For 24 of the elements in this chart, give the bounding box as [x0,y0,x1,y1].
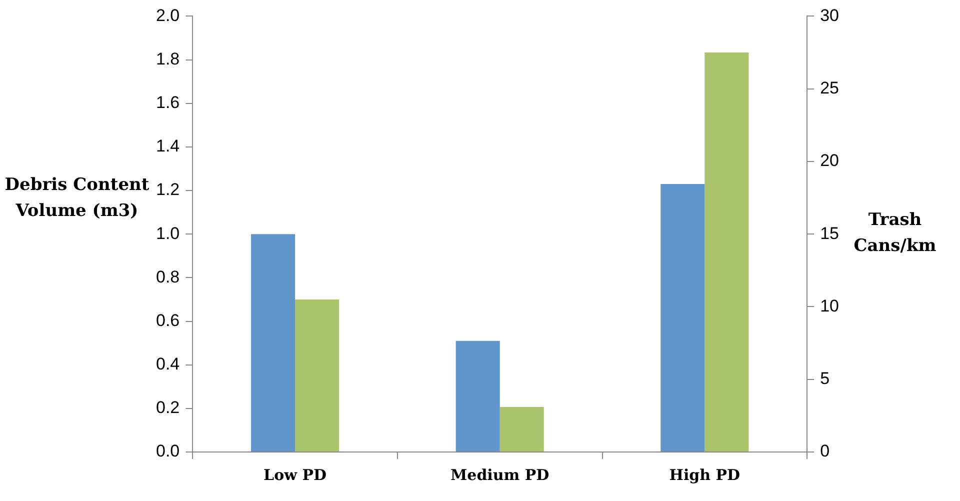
y-tick-label: 0.6 [156,310,180,330]
y-tick-label: 2.0 [156,6,180,25]
y2-tick-label: 25 [820,78,840,98]
y-tick-label: 1.6 [156,93,180,112]
y-tick-label: 1.0 [156,224,180,243]
bar [456,340,500,452]
y-tick-label: 1.2 [156,180,180,200]
y-tick-label: 1.8 [156,49,180,68]
x-tick-label: High PD [669,466,740,484]
y-tick-label: 0.8 [156,267,180,286]
y-tick-label: 1.4 [156,136,180,156]
y-axis-title: Debris Content Volume (m3) [4,174,150,223]
y2-tick-label: 10 [820,296,840,316]
y2-tick-label: 15 [820,224,840,243]
y-tick-label: 0.0 [156,442,180,461]
y-tick-label: 0.4 [156,354,180,374]
x-tick-label: Low PD [264,466,327,484]
y2-axis-title: Trash Cans/km [852,209,938,258]
y2-tick-label: 20 [820,151,840,170]
y2-tick-label: 5 [820,369,830,388]
y2-tick-label: 30 [820,6,840,25]
x-tick-label: Medium PD [450,466,550,484]
y2-tick-label: 0 [820,442,830,461]
y-tick-label: 0.2 [156,398,180,418]
